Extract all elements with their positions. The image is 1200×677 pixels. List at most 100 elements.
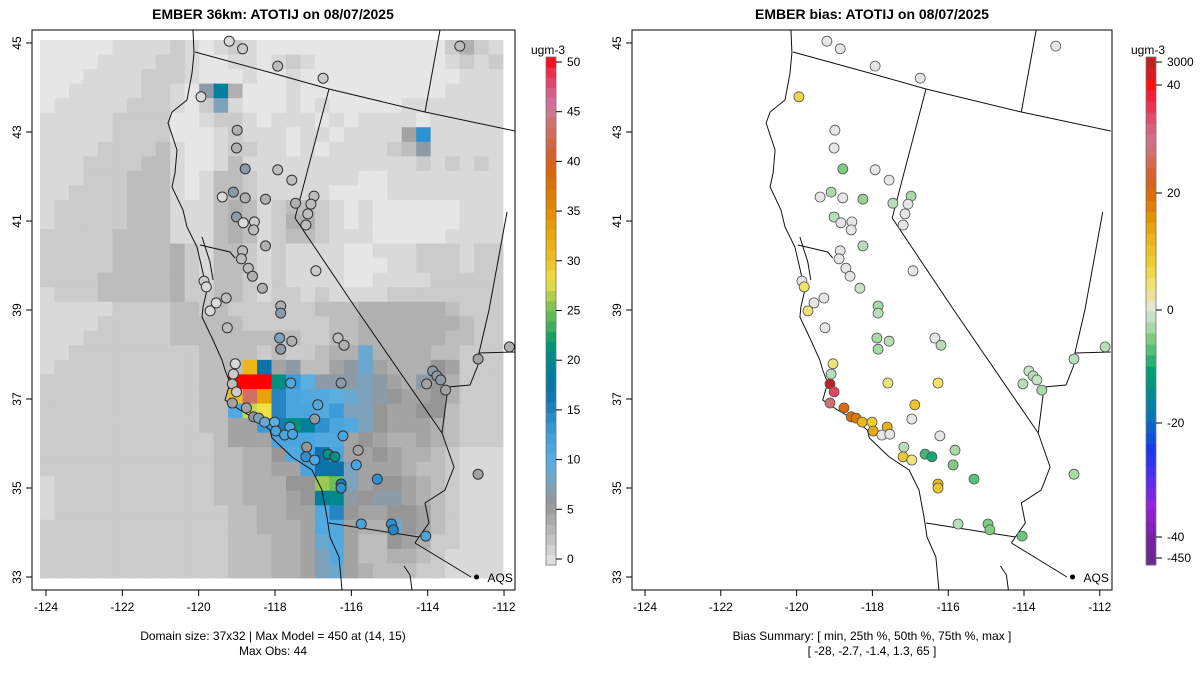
grid-cell — [40, 83, 55, 99]
grid-cell — [112, 403, 128, 419]
grid-cell — [184, 258, 200, 274]
grid-cell — [97, 505, 113, 521]
grid-cell — [285, 272, 301, 288]
grid-cell — [488, 388, 504, 404]
grid-cell — [54, 534, 70, 550]
grid-cell — [416, 40, 432, 55]
grid-cell — [228, 330, 243, 346]
colorbar-segment — [1146, 498, 1156, 511]
grid-cell — [228, 156, 243, 172]
grid-cell — [430, 127, 446, 143]
grid-cell — [213, 490, 229, 506]
grid-cell — [40, 403, 55, 419]
grid-cell — [343, 258, 359, 274]
grid-cell — [314, 534, 330, 550]
grid-cell — [343, 505, 359, 521]
grid-cell — [126, 54, 142, 70]
grid-cell — [184, 461, 200, 477]
station-marker — [1068, 468, 1080, 480]
colorbar-segment — [546, 402, 556, 413]
grid-cell — [199, 548, 215, 564]
grid-cell — [199, 432, 215, 448]
grid-cell — [184, 214, 200, 230]
grid-cell — [126, 447, 142, 463]
grid-cell — [83, 345, 99, 361]
grid-cell — [300, 316, 316, 332]
grid-cell — [358, 548, 374, 564]
grid-cell — [300, 330, 316, 346]
grid-cell — [83, 548, 99, 564]
colorbar-segment — [546, 300, 556, 312]
grid-cell — [474, 272, 489, 288]
colorbar-segment — [546, 178, 556, 190]
grid-cell — [54, 447, 70, 463]
grid-cell — [314, 40, 330, 55]
grid-cell — [112, 170, 128, 186]
grid-cell — [213, 432, 229, 448]
grid-cell — [314, 490, 330, 506]
left-axes: -124 -122 -120 -118 -116 -114 -112 33 35 37 39 41 43… — [10, 36, 516, 614]
y-tick-label: 37 — [610, 392, 624, 406]
grid-cell — [285, 461, 301, 477]
colorbar-segment — [546, 270, 556, 281]
grid-cell — [271, 534, 287, 550]
grid-cell — [401, 258, 417, 274]
grid-cell — [68, 98, 84, 114]
grid-cell — [112, 548, 128, 564]
grid-cell — [155, 301, 171, 317]
grid-cell — [242, 476, 258, 492]
grid-cell — [97, 316, 113, 332]
grid-cell — [329, 548, 345, 564]
grid-cell — [112, 563, 128, 579]
grid-cell — [314, 199, 330, 215]
grid-cell — [416, 258, 432, 274]
grid-cell — [199, 388, 215, 404]
grid-cell — [271, 476, 287, 492]
grid-cell — [300, 359, 316, 375]
grid-cell — [474, 83, 489, 99]
grid-cell — [445, 156, 460, 172]
boundary-line — [799, 236, 812, 281]
grid-cell — [97, 69, 113, 85]
colorbar-segment — [546, 239, 556, 251]
grid-cell — [358, 330, 374, 346]
grid-cell — [285, 345, 301, 361]
station-marker — [932, 377, 944, 389]
grid-cell — [68, 170, 84, 186]
grid-cell — [242, 287, 258, 303]
grid-cell — [459, 229, 475, 244]
station-marker — [239, 163, 251, 175]
station-marker — [309, 413, 321, 425]
grid-cell — [459, 548, 475, 564]
grid-cell — [184, 519, 200, 535]
grid-cell — [141, 83, 157, 99]
colorbar-segment — [1146, 123, 1156, 135]
grid-cell — [83, 156, 99, 172]
station-marker — [887, 197, 899, 209]
grid-cell — [329, 490, 345, 506]
grid-cell — [372, 316, 388, 332]
grid-cell — [40, 40, 55, 55]
grid-cell — [54, 330, 70, 346]
station-marker — [906, 413, 918, 425]
observation-stations — [195, 35, 515, 542]
grid-cell — [430, 199, 446, 215]
station-marker — [272, 60, 284, 72]
grid-cell — [170, 287, 186, 303]
grid-cell — [372, 214, 388, 230]
grid-cell — [54, 287, 70, 303]
grid-cell — [126, 40, 142, 55]
grid-cell — [314, 112, 330, 128]
grid-cell — [242, 69, 258, 85]
grid-cell — [155, 54, 171, 70]
grid-cell — [83, 534, 99, 550]
grid-cell — [126, 330, 142, 346]
grid-cell — [242, 490, 258, 506]
grid-cell — [474, 69, 489, 85]
grid-cell — [184, 418, 200, 433]
grid-cell — [141, 461, 157, 477]
colorbar-segment — [546, 87, 556, 99]
grid-cell — [228, 69, 243, 85]
grid-cell — [372, 461, 388, 477]
grid-cell — [184, 141, 200, 157]
